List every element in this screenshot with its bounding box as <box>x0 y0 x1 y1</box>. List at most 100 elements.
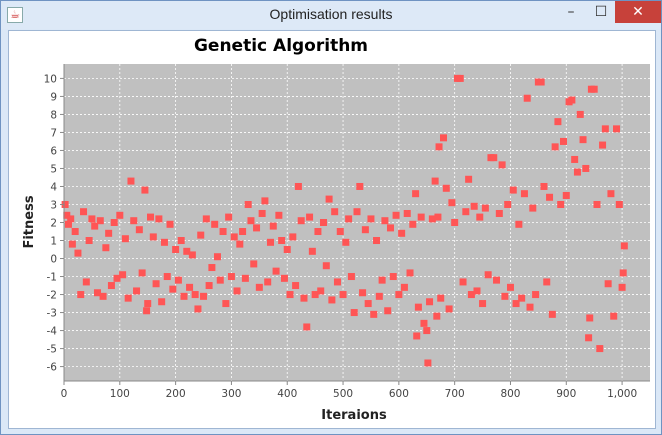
y-tick-label: -3 <box>47 308 57 320</box>
data-point <box>585 334 593 342</box>
data-point <box>300 294 308 302</box>
y-axis-label: Fitness <box>22 195 37 248</box>
data-point <box>317 287 325 295</box>
data-point <box>506 283 514 291</box>
data-point <box>266 238 274 246</box>
data-point <box>367 215 375 223</box>
data-point <box>63 211 71 219</box>
data-point <box>280 274 288 282</box>
data-point <box>264 278 272 286</box>
y-tick-label: 0 <box>50 254 57 266</box>
data-point <box>172 246 180 254</box>
data-point <box>615 200 623 208</box>
chart-title: Genetic Algorithm <box>194 36 368 56</box>
data-point <box>359 289 367 297</box>
y-tick-label: -2 <box>47 290 57 302</box>
data-point <box>395 291 403 299</box>
data-point <box>398 229 406 237</box>
data-point <box>130 217 138 225</box>
x-axis: 0 100 200 300 400 500 600 700 800 900 1,000 <box>61 380 650 400</box>
data-point <box>275 211 283 219</box>
data-point <box>211 220 219 228</box>
y-tick-label: -5 <box>47 344 57 356</box>
data-point <box>80 208 88 216</box>
x-tick-label: 1,000 <box>607 388 637 400</box>
data-point <box>158 298 166 306</box>
data-point <box>435 143 443 151</box>
minimize-button[interactable]: – <box>567 4 575 20</box>
data-point <box>406 269 414 277</box>
data-point <box>576 110 584 118</box>
data-point <box>77 291 85 299</box>
data-point <box>403 209 411 217</box>
data-point <box>456 74 464 82</box>
data-point <box>543 278 551 286</box>
data-point <box>364 300 372 308</box>
data-point <box>191 291 199 299</box>
data-point <box>250 260 258 268</box>
data-point <box>297 217 305 225</box>
data-point <box>501 292 509 300</box>
data-point <box>361 226 369 234</box>
x-tick-label: 400 <box>277 388 297 400</box>
data-point <box>412 190 420 198</box>
data-point <box>272 267 280 275</box>
data-point <box>493 276 501 284</box>
data-point <box>345 215 353 223</box>
data-point <box>470 202 478 210</box>
data-point <box>548 310 556 318</box>
data-point <box>428 215 436 223</box>
scatter-chart: Genetic Algorithm 0 100 200 300 400 500 600 700… <box>22 36 650 423</box>
close-button[interactable]: ✕ <box>615 1 661 23</box>
data-point <box>119 271 127 279</box>
data-point <box>481 204 489 212</box>
y-tick-label: -1 <box>47 272 57 284</box>
data-point <box>431 177 439 185</box>
y-tick-label: -4 <box>47 326 58 338</box>
data-point <box>227 273 235 281</box>
data-point <box>286 291 294 299</box>
data-point <box>593 200 601 208</box>
data-point <box>61 200 69 208</box>
data-point <box>239 228 247 236</box>
data-point <box>107 282 115 290</box>
title-bar[interactable]: ☕ Optimisation results – ☐ ✕ <box>1 1 661 29</box>
data-point <box>434 213 442 221</box>
data-point <box>445 305 453 313</box>
data-point <box>339 291 347 299</box>
x-axis-label: Iteraions <box>321 408 387 423</box>
data-point <box>269 222 277 230</box>
data-point <box>135 226 143 234</box>
maximize-button[interactable]: ☐ <box>594 4 608 20</box>
data-point <box>610 312 618 320</box>
data-point <box>85 237 93 245</box>
data-point <box>417 213 425 221</box>
data-point <box>113 274 121 282</box>
data-point <box>306 213 314 221</box>
data-point <box>155 215 163 223</box>
data-point <box>328 296 336 304</box>
data-point <box>618 283 626 291</box>
data-point <box>537 78 545 86</box>
data-point <box>568 96 576 104</box>
data-point <box>180 292 188 300</box>
data-point <box>586 314 594 322</box>
data-point <box>71 228 79 236</box>
data-point <box>67 215 75 223</box>
data-point <box>314 228 322 236</box>
data-point <box>518 294 526 302</box>
x-tick-label: 300 <box>221 388 241 400</box>
data-point <box>236 240 244 248</box>
data-point <box>409 220 417 228</box>
data-point <box>389 273 397 281</box>
data-point <box>342 238 350 246</box>
data-point <box>523 94 531 102</box>
data-point <box>74 249 82 257</box>
data-point <box>462 208 470 216</box>
data-point <box>225 213 233 221</box>
data-point <box>64 220 72 228</box>
data-point <box>219 228 227 236</box>
data-point <box>495 209 503 217</box>
data-point <box>559 137 567 145</box>
